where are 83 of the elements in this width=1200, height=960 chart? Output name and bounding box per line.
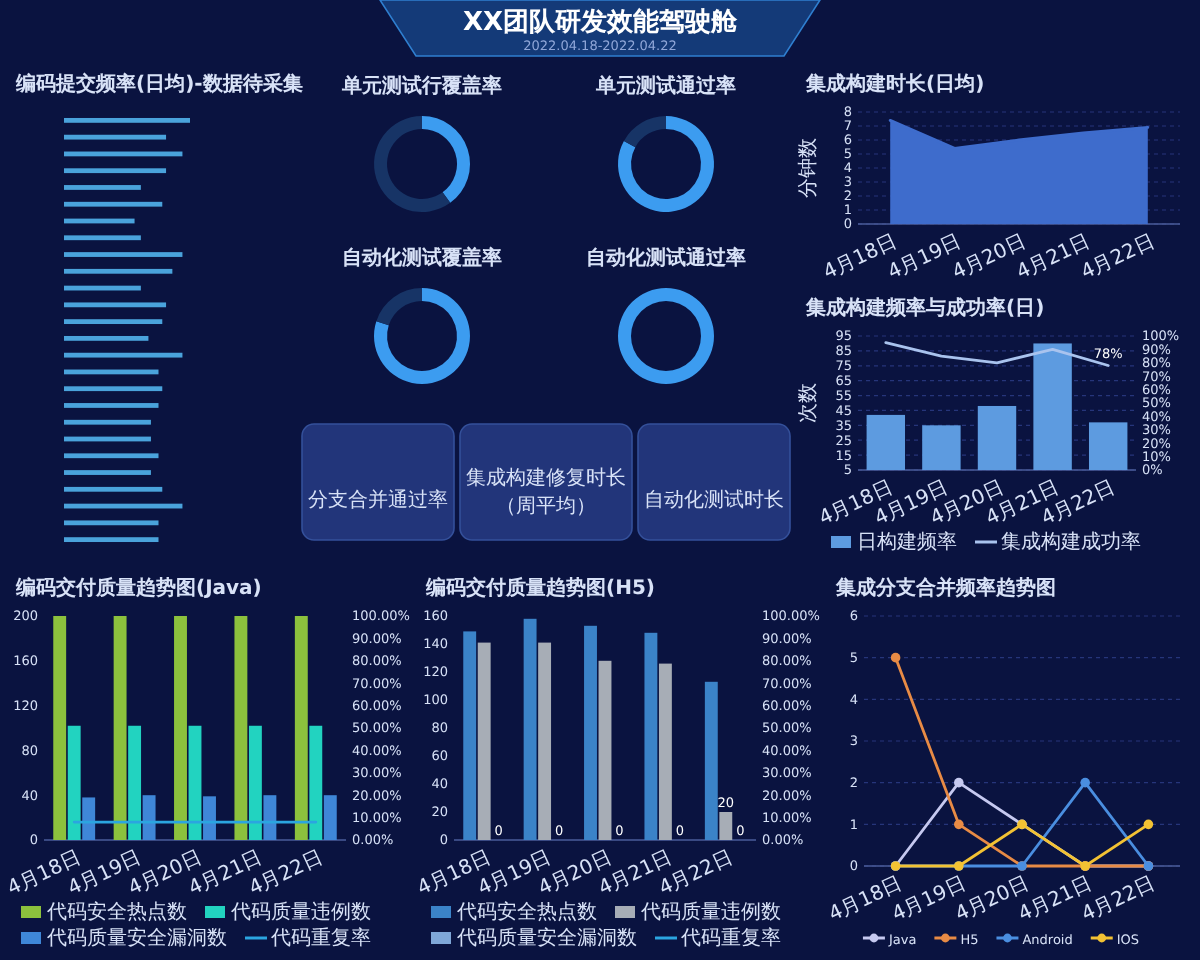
bar xyxy=(188,725,202,840)
bar xyxy=(309,725,323,840)
bar xyxy=(64,453,159,459)
bar xyxy=(644,632,658,840)
legend-label: 日构建频率 xyxy=(857,530,957,554)
chart-title: 自动化测试通过率 xyxy=(586,246,746,270)
text: 分支合并通过率 xyxy=(308,488,448,512)
bar xyxy=(64,537,159,543)
donut-slice xyxy=(374,288,470,384)
bar xyxy=(64,335,149,341)
legend-label: 代码质量安全漏洞数 xyxy=(455,926,637,950)
chart-title: 单元测试通过率 xyxy=(594,74,736,98)
bar xyxy=(174,616,187,840)
bar xyxy=(234,616,248,840)
bar xyxy=(658,663,672,840)
text: XX团队研发效能驾驶舱 xyxy=(462,6,740,38)
bar xyxy=(64,386,163,392)
bar xyxy=(64,185,141,190)
bar xyxy=(64,403,159,408)
bar xyxy=(584,625,597,840)
point xyxy=(1080,777,1090,788)
bar xyxy=(64,117,190,123)
chart-title: 集成分支合并频率趋势图 xyxy=(834,576,1056,600)
bar xyxy=(82,797,96,840)
bar xyxy=(64,268,173,274)
donut-slice xyxy=(374,116,451,212)
bar xyxy=(64,134,167,140)
legend-label: 代码质量违例数 xyxy=(229,900,371,924)
chart-title: 编码交付质量趋势图(Java) xyxy=(14,576,262,600)
donut-slice xyxy=(376,288,422,326)
bar xyxy=(323,795,337,840)
chart-title: 自动化测试覆盖率 xyxy=(342,246,502,270)
bar xyxy=(128,725,142,840)
point xyxy=(954,819,964,830)
bar xyxy=(64,470,151,475)
bar xyxy=(113,616,127,840)
bar xyxy=(598,660,612,840)
bar xyxy=(64,201,163,207)
text: 集成构建修复时长 xyxy=(466,466,626,490)
chart-title: 单元测试行覆盖率 xyxy=(340,74,502,98)
legend-label: 代码安全热点数 xyxy=(455,900,597,924)
point xyxy=(890,652,901,663)
donut-slice xyxy=(618,116,714,212)
bar xyxy=(294,616,308,840)
donut-slice xyxy=(422,116,470,203)
chart-title: 集成构建频率与成功率(日) xyxy=(804,296,1045,320)
point xyxy=(1143,819,1154,830)
chart-title: 编码提交频率(日均)-数据待采集 xyxy=(14,72,303,96)
legend-label: 集成构建成功率 xyxy=(1001,530,1141,554)
chart-title: 集成构建时长(日均) xyxy=(804,72,985,96)
bar xyxy=(477,642,491,840)
bar xyxy=(64,419,151,425)
legend-label: 代码质量违例数 xyxy=(639,900,781,924)
bar xyxy=(64,168,167,174)
bar xyxy=(263,795,277,840)
bar xyxy=(64,302,167,308)
bar xyxy=(463,631,477,840)
bar xyxy=(64,252,183,257)
legend-label: 代码重复率 xyxy=(269,926,371,950)
bar xyxy=(203,796,216,840)
legend-label: 代码质量安全漏洞数 xyxy=(45,926,227,950)
y-axis-title: 次数 xyxy=(798,383,820,423)
chart-title: 编码交付质量趋势图(H5) xyxy=(424,576,655,600)
legend-label: 代码安全热点数 xyxy=(45,900,187,924)
bar xyxy=(142,795,156,840)
bar xyxy=(64,235,141,241)
bar xyxy=(64,520,159,526)
bar xyxy=(704,681,718,840)
bar xyxy=(538,642,552,840)
bar xyxy=(53,616,67,840)
legend-label: 代码重复率 xyxy=(679,926,781,950)
bar xyxy=(719,812,733,840)
text: （周平均） xyxy=(496,494,596,518)
point xyxy=(954,777,964,788)
y-axis-title: 分钟数 xyxy=(796,138,820,198)
donut-slice xyxy=(623,116,666,148)
bar xyxy=(64,352,183,358)
bar xyxy=(67,725,81,840)
bar xyxy=(64,486,163,492)
bar xyxy=(64,319,163,325)
bar xyxy=(523,618,537,840)
text: 自动化测试时长 xyxy=(644,488,784,512)
bar xyxy=(248,725,262,840)
